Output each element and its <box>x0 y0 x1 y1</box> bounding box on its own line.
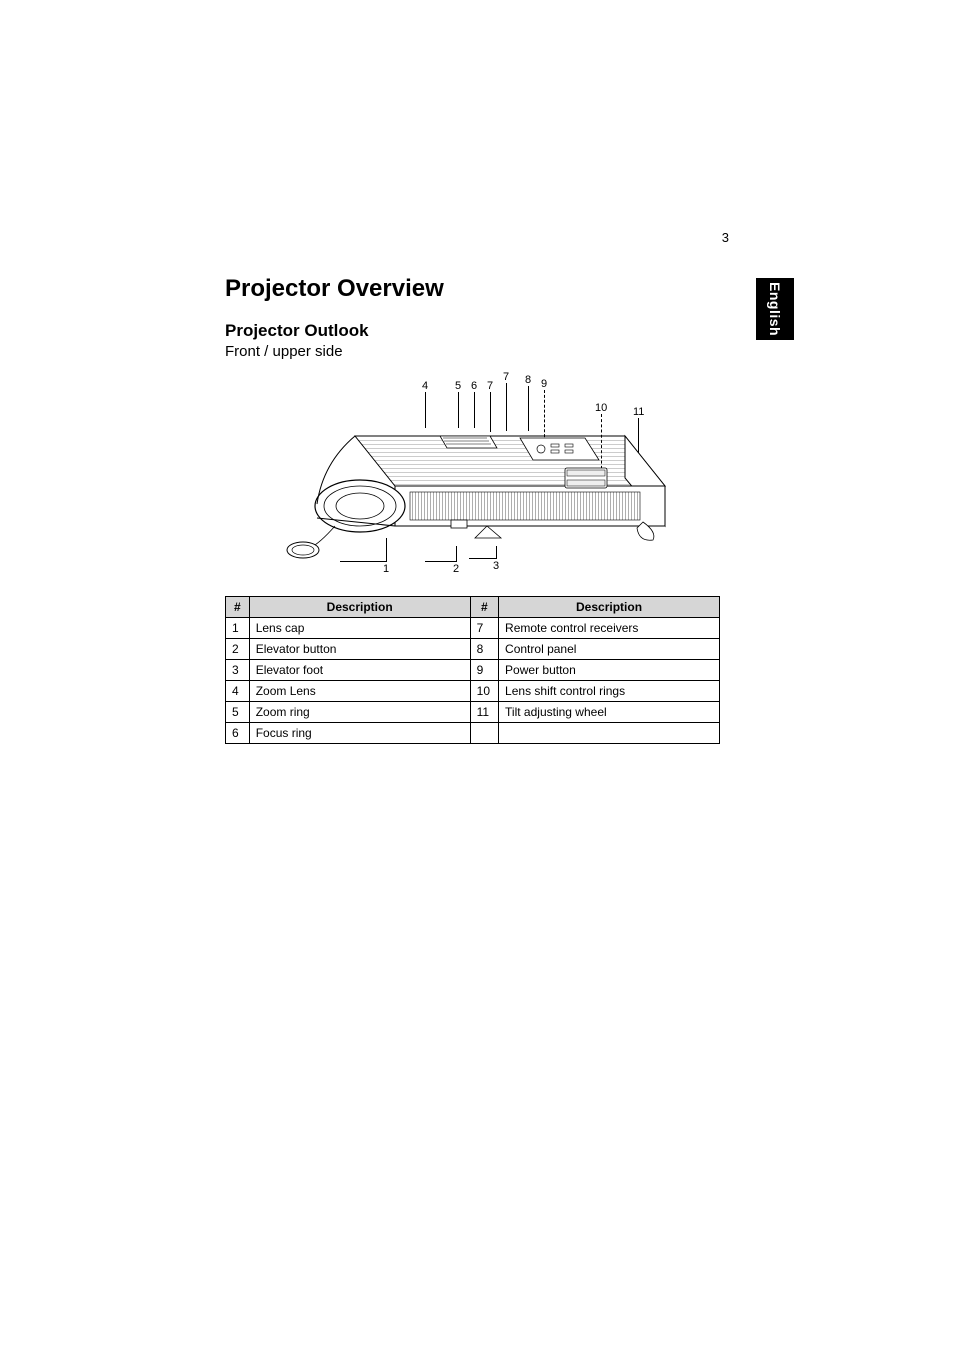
table-row: 3 Elevator foot 9 Power button <box>226 660 720 681</box>
cell-num: 7 <box>470 618 498 639</box>
table-row: 1 Lens cap 7 Remote control receivers <box>226 618 720 639</box>
cell-num: 1 <box>226 618 250 639</box>
table-row: 2 Elevator button 8 Control panel <box>226 639 720 660</box>
cell-desc: Zoom ring <box>249 702 470 723</box>
cell-num <box>470 723 498 744</box>
cell-num: 6 <box>226 723 250 744</box>
cell-desc: Control panel <box>499 639 720 660</box>
cell-num: 9 <box>470 660 498 681</box>
cell-desc: Lens shift control rings <box>499 681 720 702</box>
th-desc-left: Description <box>249 597 470 618</box>
subheading: Front / upper side <box>225 343 725 360</box>
cell-desc: Tilt adjusting wheel <box>499 702 720 723</box>
cell-desc <box>499 723 720 744</box>
cell-desc: Remote control receivers <box>499 618 720 639</box>
th-num-right: # <box>470 597 498 618</box>
language-tab-label: English <box>767 282 783 336</box>
cell-num: 11 <box>470 702 498 723</box>
cell-desc: Focus ring <box>249 723 470 744</box>
cell-desc: Elevator foot <box>249 660 470 681</box>
th-desc-right: Description <box>499 597 720 618</box>
cell-num: 4 <box>226 681 250 702</box>
cell-num: 10 <box>470 681 498 702</box>
description-table: # Description # Description 1 Lens cap 7… <box>225 596 720 744</box>
section-title: Projector Overview <box>225 275 725 303</box>
callout-7b-label: 7 <box>503 371 509 383</box>
projector-illustration <box>265 408 685 563</box>
table-header-row: # Description # Description <box>226 597 720 618</box>
projector-diagram: 4 5 6 7 7 8 9 10 11 1 2 3 <box>225 368 725 578</box>
language-tab: English <box>756 278 794 340</box>
cell-desc: Power button <box>499 660 720 681</box>
callout-5: 5 <box>455 380 461 392</box>
cell-desc: Elevator button <box>249 639 470 660</box>
callout-9: 9 <box>541 378 547 390</box>
callout-6: 6 <box>471 380 477 392</box>
table-row: 4 Zoom Lens 10 Lens shift control rings <box>226 681 720 702</box>
cell-desc: Zoom Lens <box>249 681 470 702</box>
callout-7: 7 <box>487 380 493 392</box>
cell-num: 3 <box>226 660 250 681</box>
cell-num: 2 <box>226 639 250 660</box>
th-num-left: # <box>226 597 250 618</box>
callout-4: 4 <box>422 380 428 392</box>
callout-2: 2 <box>453 563 459 575</box>
callout-8: 8 <box>525 374 531 386</box>
page-number: 3 <box>722 230 729 245</box>
cell-num: 5 <box>226 702 250 723</box>
callout-1: 1 <box>383 563 389 575</box>
cell-num: 8 <box>470 639 498 660</box>
table-row: 5 Zoom ring 11 Tilt adjusting wheel <box>226 702 720 723</box>
cell-desc: Lens cap <box>249 618 470 639</box>
page-content: Projector Overview Projector Outlook Fro… <box>225 275 725 744</box>
subsection-title: Projector Outlook <box>225 321 725 341</box>
table-row: 6 Focus ring <box>226 723 720 744</box>
